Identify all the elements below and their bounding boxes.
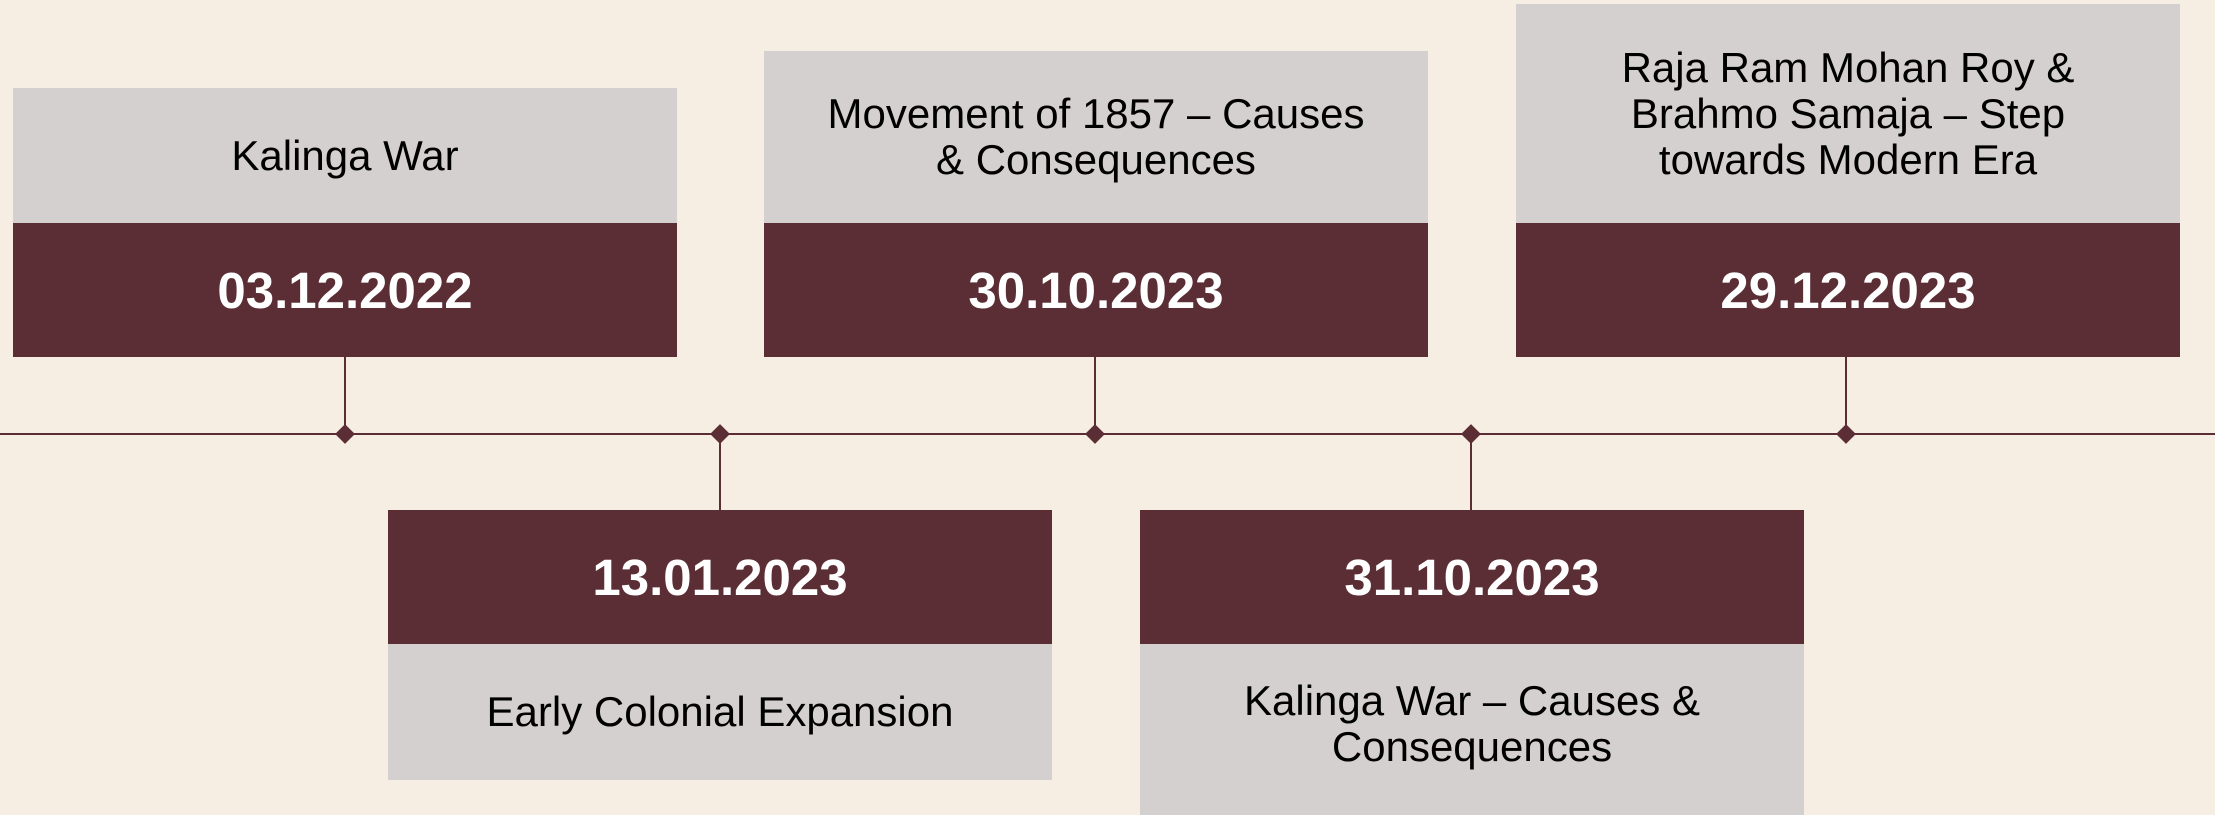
event-title: Early Colonial Expansion	[388, 644, 1052, 780]
event-date: 13.01.2023	[388, 510, 1052, 644]
event-date: 29.12.2023	[1516, 223, 2180, 357]
event-date: 03.12.2022	[13, 223, 677, 357]
marker	[335, 424, 355, 444]
event-date: 31.10.2023	[1140, 510, 1804, 644]
event-title: Movement of 1857 – Causes & Consequences	[764, 51, 1428, 223]
connector	[1470, 434, 1472, 510]
event-title: Kalinga War – Causes & Consequences	[1140, 644, 1804, 815]
marker	[710, 424, 730, 444]
connector	[1845, 357, 1847, 434]
event-date: 30.10.2023	[764, 223, 1428, 357]
connector	[1094, 357, 1096, 434]
connector	[344, 357, 346, 434]
event-title: Raja Ram Mohan Roy & Brahmo Samaja – Ste…	[1516, 4, 2180, 223]
event-title: Kalinga War	[13, 88, 677, 223]
marker	[1085, 424, 1105, 444]
connector	[719, 434, 721, 510]
timeline-axis	[0, 433, 2215, 435]
marker	[1461, 424, 1481, 444]
marker	[1836, 424, 1856, 444]
